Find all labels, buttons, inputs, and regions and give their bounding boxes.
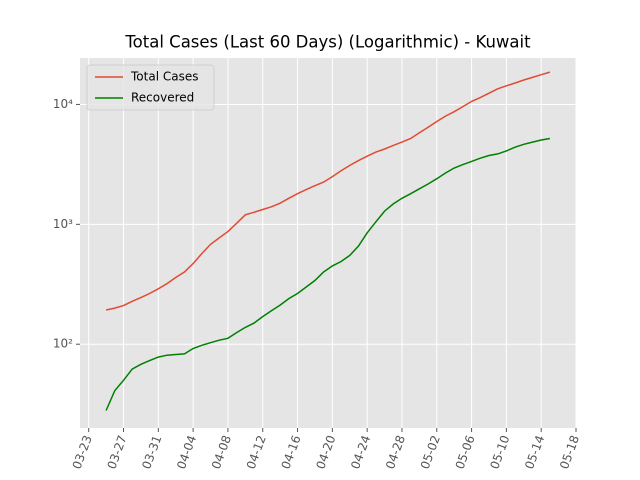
y-tick-label: 10³: [53, 217, 73, 231]
x-tick-label: 04-04: [174, 433, 199, 471]
series-line: [105, 71, 551, 311]
legend-label: Recovered: [131, 91, 194, 105]
series-line: [105, 137, 551, 411]
x-tick-label: 04-08: [209, 433, 234, 471]
legend-label: Total Cases: [130, 70, 198, 84]
x-tick-label: 03-27: [105, 433, 130, 471]
y-tick-label: 10²: [53, 337, 73, 351]
x-tick-label: 04-20: [313, 433, 338, 471]
y-tick-label: 10⁴: [53, 97, 73, 111]
plot-area: [80, 58, 576, 428]
x-tick-label: 04-24: [348, 433, 373, 471]
x-tick-label: 05-02: [418, 433, 443, 471]
x-tick-label: 03-31: [139, 433, 164, 471]
x-tick-label: 04-28: [383, 433, 408, 471]
x-tick-label: 04-12: [244, 433, 269, 471]
x-tick-label: 04-16: [279, 433, 304, 471]
x-tick-label: 05-10: [487, 433, 512, 471]
chart-title: Total Cases (Last 60 Days) (Logarithmic)…: [124, 33, 531, 52]
x-tick-label: 05-14: [522, 433, 547, 471]
x-tick-label: 03-23: [70, 433, 95, 471]
x-tick-label: 05-18: [557, 433, 582, 471]
x-tick-label: 05-06: [453, 433, 478, 471]
